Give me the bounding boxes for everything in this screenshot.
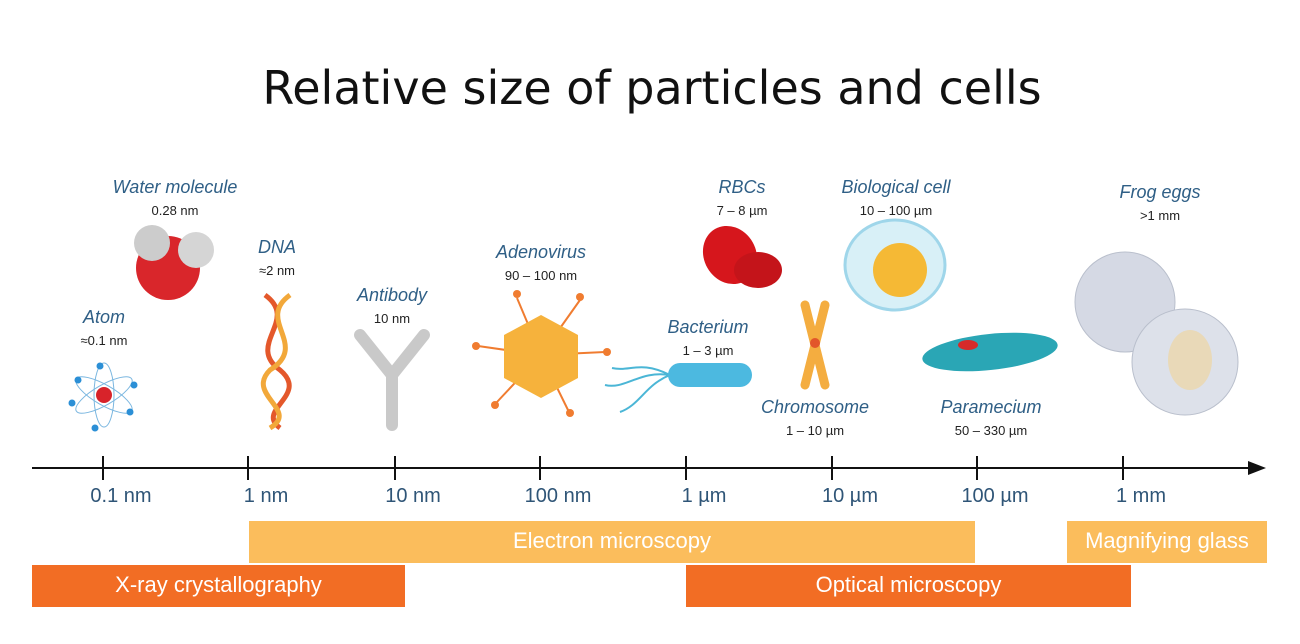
item-size: ≈2 nm [259, 263, 295, 278]
item-size: 0.28 nm [152, 203, 199, 218]
item-name: Adenovirus [495, 242, 586, 262]
method-label: Magnifying glass [1085, 528, 1249, 553]
item-size: 10 nm [374, 311, 410, 326]
method-label: Optical microscopy [816, 572, 1002, 597]
item-name: Water molecule [113, 177, 238, 197]
tick-label: 10 nm [385, 485, 441, 507]
antibody-icon [354, 329, 430, 431]
method-label: Electron microscopy [513, 528, 711, 553]
tick-label: 1 nm [244, 485, 288, 507]
tick-label: 1 mm [1116, 485, 1166, 507]
item-size: ≈0.1 nm [81, 333, 128, 348]
item-name: Antibody [356, 285, 428, 305]
item-name: Frog eggs [1119, 182, 1200, 202]
item-size: 10 – 100 µm [860, 203, 933, 218]
item-size: 50 – 330 µm [955, 423, 1028, 438]
item-name: Biological cell [841, 177, 951, 197]
axis-arrow [1248, 461, 1266, 475]
tick-label: 10 µm [822, 485, 878, 507]
item-size: 7 – 8 µm [717, 203, 768, 218]
item-size: 90 – 100 nm [505, 268, 577, 283]
item-size: 1 – 10 µm [786, 423, 844, 438]
method-label: X-ray crystallography [115, 572, 322, 597]
item-name: RBCs [718, 177, 765, 197]
item-name: Paramecium [940, 397, 1041, 417]
dna-icon [260, 292, 292, 431]
title: Relative size of particles and cells [262, 61, 1041, 115]
tick-label: 100 µm [961, 485, 1028, 507]
item-size: 1 – 3 µm [683, 343, 734, 358]
method-band [1067, 521, 1267, 563]
bacterium-icon [604, 363, 752, 413]
frog-eggs-icon [1074, 251, 1239, 416]
method-band [32, 565, 405, 607]
tick-label: 1 µm [682, 485, 727, 507]
method-band [249, 521, 975, 563]
item-name: DNA [258, 237, 296, 257]
item-size: >1 mm [1140, 208, 1180, 223]
item-name: Bacterium [667, 317, 748, 337]
tick-label: 100 nm [525, 485, 592, 507]
rbc-icon [702, 225, 782, 288]
water-icon [134, 225, 214, 300]
atom-icon [68, 362, 138, 432]
chromosome-icon [800, 300, 830, 390]
adenovirus-icon [472, 290, 611, 417]
cell-icon [843, 218, 947, 312]
tick-label: 0.1 nm [90, 485, 151, 507]
paramecium-icon [922, 332, 1058, 372]
item-name: Atom [82, 307, 125, 327]
item-name: Chromosome [761, 397, 869, 417]
method-band [686, 565, 1131, 607]
